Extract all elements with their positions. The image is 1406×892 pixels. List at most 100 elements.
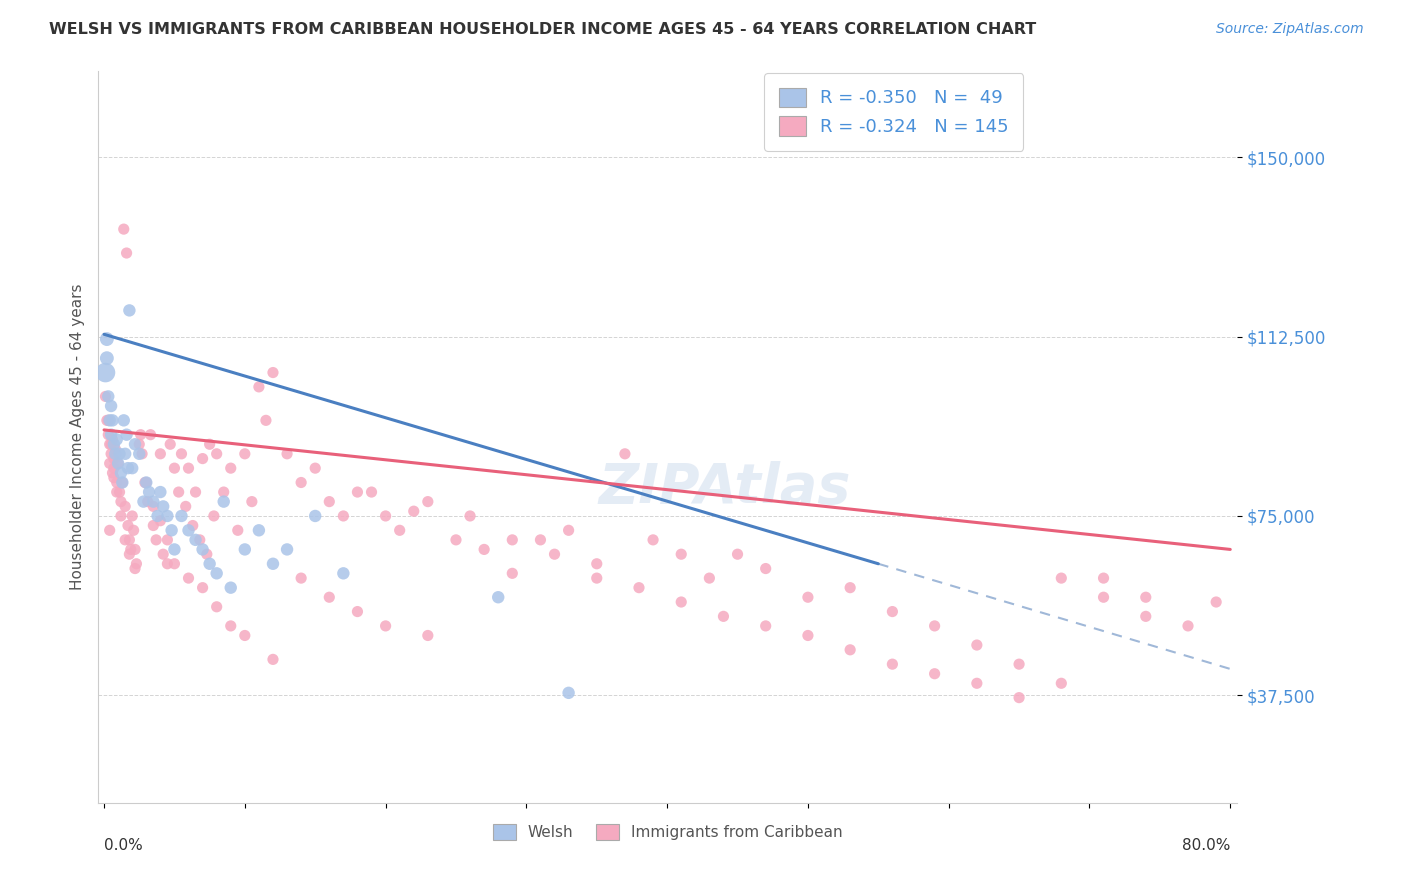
Point [101,413,124,427]
Point [156,533,179,547]
Point [149,447,172,461]
Point [98,524,121,538]
Point [131,447,153,461]
Point [501,533,523,547]
Point [118,303,141,318]
Point [191,581,214,595]
Point [121,508,143,523]
Point [557,524,579,538]
Point [101,433,124,447]
Point [152,547,174,561]
Text: 80.0%: 80.0% [1182,838,1230,853]
Point [97,427,120,442]
Point [98,437,121,451]
Text: WELSH VS IMMIGRANTS FROM CARIBBEAN HOUSEHOLDER INCOME AGES 45 - 64 YEARS CORRELA: WELSH VS IMMIGRANTS FROM CARIBBEAN HOUSE… [49,22,1036,37]
Point [149,514,172,528]
Point [198,437,221,451]
Point [163,461,186,475]
Point [111,475,134,490]
Point [240,494,263,508]
Point [262,366,284,380]
Point [191,542,214,557]
Point [142,518,165,533]
Point [128,437,150,451]
Point [100,399,122,413]
Point [1135,591,1157,605]
Point [94,389,117,403]
Point [444,533,467,547]
Point [374,619,396,633]
Point [501,566,523,581]
Point [198,557,221,571]
Point [212,485,235,500]
Point [360,485,382,500]
Point [924,666,946,681]
Point [135,475,157,490]
Point [152,500,174,514]
Point [110,466,132,480]
Point [142,500,165,514]
Point [346,485,368,500]
Point [96,332,118,346]
Point [135,475,157,490]
Point [318,591,340,605]
Point [105,485,128,500]
Point [177,524,200,538]
Point [247,524,270,538]
Point [120,542,142,557]
Point [108,485,131,500]
Point [543,547,565,561]
Point [100,427,122,442]
Point [100,437,122,451]
Point [205,599,228,614]
Point [103,437,125,451]
Point [402,504,425,518]
Point [641,533,664,547]
Point [114,447,136,461]
Point [142,494,165,508]
Point [191,451,214,466]
Legend: Welsh, Immigrants from Caribbean: Welsh, Immigrants from Caribbean [486,817,849,847]
Point [671,547,693,561]
Point [103,451,125,466]
Point [1008,690,1031,705]
Point [318,494,340,508]
Point [107,456,129,470]
Point [529,533,551,547]
Point [416,494,439,508]
Text: 0.0%: 0.0% [104,838,143,853]
Point [107,456,129,470]
Point [117,461,139,475]
Point [110,494,132,508]
Point [124,542,146,557]
Point [124,437,146,451]
Point [1135,609,1157,624]
Point [882,605,904,619]
Point [195,547,218,561]
Point [1092,571,1115,585]
Point [226,524,249,538]
Point [156,557,179,571]
Point [110,508,132,523]
Y-axis label: Householder Income Ages 45 - 64 years: Householder Income Ages 45 - 64 years [69,284,84,591]
Point [129,427,152,442]
Point [219,619,242,633]
Point [159,437,181,451]
Point [96,413,118,427]
Point [202,508,225,523]
Point [557,686,579,700]
Point [156,508,179,523]
Point [727,547,749,561]
Point [332,566,354,581]
Point [184,485,207,500]
Point [98,413,121,427]
Point [254,413,277,427]
Point [115,427,138,442]
Point [233,447,256,461]
Point [966,676,988,690]
Point [1092,591,1115,605]
Text: ZIPAtlas: ZIPAtlas [599,461,851,516]
Point [797,591,820,605]
Point [97,413,120,427]
Point [627,581,650,595]
